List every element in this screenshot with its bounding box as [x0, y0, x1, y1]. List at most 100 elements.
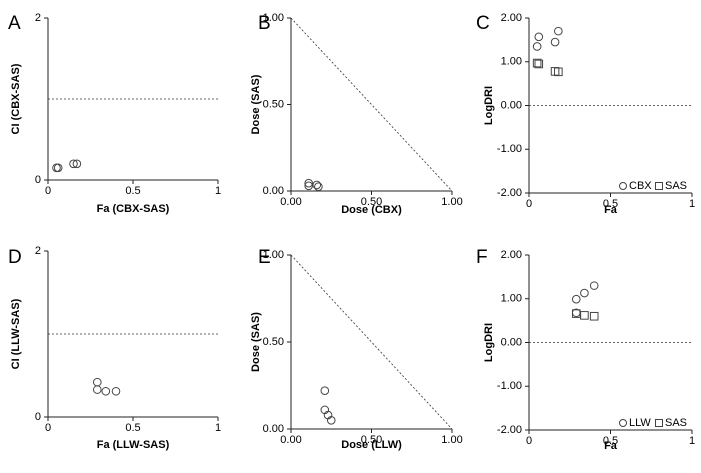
chart-panel-d: D 0 0.5 1 0 2 Fa (LLW-SAS) CI (LLW-SAS)	[8, 245, 221, 451]
data-point-square	[589, 311, 599, 321]
legend-label: SAS	[665, 180, 687, 192]
data-point-square	[580, 311, 589, 320]
data-point-circle	[304, 178, 314, 188]
y-tick-label: 2	[35, 245, 41, 257]
data-point-circle	[320, 386, 330, 396]
y-axis-label: LogDRI	[483, 86, 495, 125]
y-tick-label: 1.00	[263, 12, 284, 24]
y-tick-label: -2.00	[497, 424, 522, 436]
data-point-circle	[93, 377, 102, 387]
panel-letter: B	[258, 13, 271, 34]
data-point-circle	[69, 159, 78, 169]
legend-square-icon	[655, 182, 663, 190]
additivity-line	[290, 254, 453, 430]
data-point-circle	[314, 182, 323, 191]
x-tick-label: 0.00	[280, 196, 301, 208]
data-point-circle	[312, 180, 322, 190]
data-point-square	[554, 67, 563, 77]
data-point-circle	[304, 181, 314, 191]
x-tick-label: 0.5	[125, 422, 140, 434]
y-axis-label: CI (CBX-SAS)	[10, 63, 22, 134]
y-tick-label: 2.00	[501, 12, 522, 24]
panel-letter: E	[258, 247, 271, 268]
y-tick-label: 0.50	[263, 336, 284, 348]
x-tick-label: 1	[689, 435, 695, 447]
data-point-square	[571, 309, 581, 318]
legend-label: SAS	[665, 417, 687, 429]
chart-panel-b: B 0.00 0.50 1.00 0.00 0.50 1.00 Dose (CBX) Dose …	[250, 12, 463, 216]
data-point-circle	[101, 386, 111, 396]
y-tick-label: -1.00	[497, 380, 522, 392]
y-tick-label: 1.00	[263, 249, 284, 261]
y-axis-label: LogDRI	[483, 323, 495, 362]
data-point-circle	[326, 416, 336, 425]
x-tick-label: 1.00	[441, 196, 462, 208]
data-point-square	[550, 67, 560, 76]
panel-letter: F	[476, 247, 488, 268]
y-tick-label: 1.00	[501, 293, 522, 305]
data-point-circle	[532, 42, 542, 51]
y-tick-label: 0.00	[501, 99, 522, 111]
y-tick-label: 0.50	[263, 98, 284, 110]
y-axis-label: Dose (SAS)	[250, 74, 262, 134]
data-point-circle	[554, 26, 563, 36]
data-point-circle	[534, 32, 544, 42]
y-tick-label: -2.00	[497, 187, 522, 199]
y-tick-label: 2	[35, 12, 41, 24]
x-tick-label: 0	[45, 185, 51, 197]
data-point-square	[534, 59, 544, 69]
data-point-circle	[52, 163, 61, 173]
x-tick-label: 1	[215, 185, 221, 197]
y-tick-label: 0	[35, 411, 41, 423]
legend-circle-icon	[619, 182, 627, 190]
x-tick-label: 0.50	[361, 434, 382, 446]
panel-letter: D	[8, 247, 22, 268]
x-tick-label: 1	[215, 422, 221, 434]
x-axis-label: Fa	[604, 440, 618, 452]
legend-square-icon	[655, 419, 663, 427]
x-axis-label: Dose (LLW)	[341, 439, 402, 451]
panel-letter: C	[476, 13, 490, 34]
y-tick-label: 2.00	[501, 249, 522, 261]
data-point-circle	[571, 294, 581, 304]
x-tick-label: 1.00	[441, 434, 462, 446]
legend-label: CBX	[629, 180, 652, 192]
y-tick-label: -1.00	[497, 143, 522, 155]
data-point-circle	[589, 281, 599, 290]
y-axis-label: Dose (SAS)	[250, 312, 262, 372]
x-tick-label: 0.5	[603, 435, 618, 447]
data-point-circle	[111, 386, 121, 396]
data-point-circle	[580, 288, 589, 298]
legend-circle-icon	[619, 419, 627, 427]
data-point-circle	[550, 37, 560, 47]
x-tick-label: 0.5	[125, 185, 140, 197]
panel-letter: A	[8, 13, 21, 34]
data-point-circle	[93, 385, 102, 394]
x-tick-label: 0.00	[280, 434, 301, 446]
data-point-circle	[72, 159, 82, 169]
legend-label: LLW	[629, 417, 651, 429]
chart-panel-c: C 0 0.5 1 2.00 1.00 0.00 -1.00 -2.00 Fa LogDRI CBX S…	[476, 12, 695, 216]
y-tick-label: 1.00	[501, 56, 522, 68]
x-axis-label: Fa	[604, 204, 618, 216]
chart-panel-e: E 0.00 0.50 1.00 0.00 0.50 1.00 Dose (LLW) Dose …	[250, 247, 463, 451]
y-tick-label: 0	[35, 174, 41, 186]
x-tick-label: 1	[689, 198, 695, 210]
x-tick-label: 0	[45, 422, 51, 434]
additivity-line	[290, 17, 453, 192]
data-point-square	[532, 58, 542, 68]
x-tick-label: 0.5	[603, 198, 618, 210]
x-axis-label: Dose (CBX)	[341, 204, 402, 216]
y-axis-label: CI (LLW-SAS)	[10, 298, 22, 369]
x-tick-label: 0.50	[361, 196, 382, 208]
x-tick-label: 0	[526, 198, 532, 210]
y-tick-label: 0.00	[263, 185, 284, 197]
data-point-circle	[53, 163, 63, 173]
x-tick-label: 0	[526, 435, 532, 447]
x-axis-label: Fa (CBX-SAS)	[97, 203, 170, 215]
x-axis-label: Fa (LLW-SAS)	[97, 439, 170, 451]
y-tick-label: 0.00	[263, 423, 284, 435]
chart-panel-f: F 0 0.5 1 2.00 1.00 0.00 -1.00 -2.00 Fa LogDRI LLW S…	[476, 247, 695, 452]
chart-panel-a: A 0 0.5 1 0 2 Fa (CBX-SAS) CI (CBX-SAS)	[8, 12, 221, 215]
